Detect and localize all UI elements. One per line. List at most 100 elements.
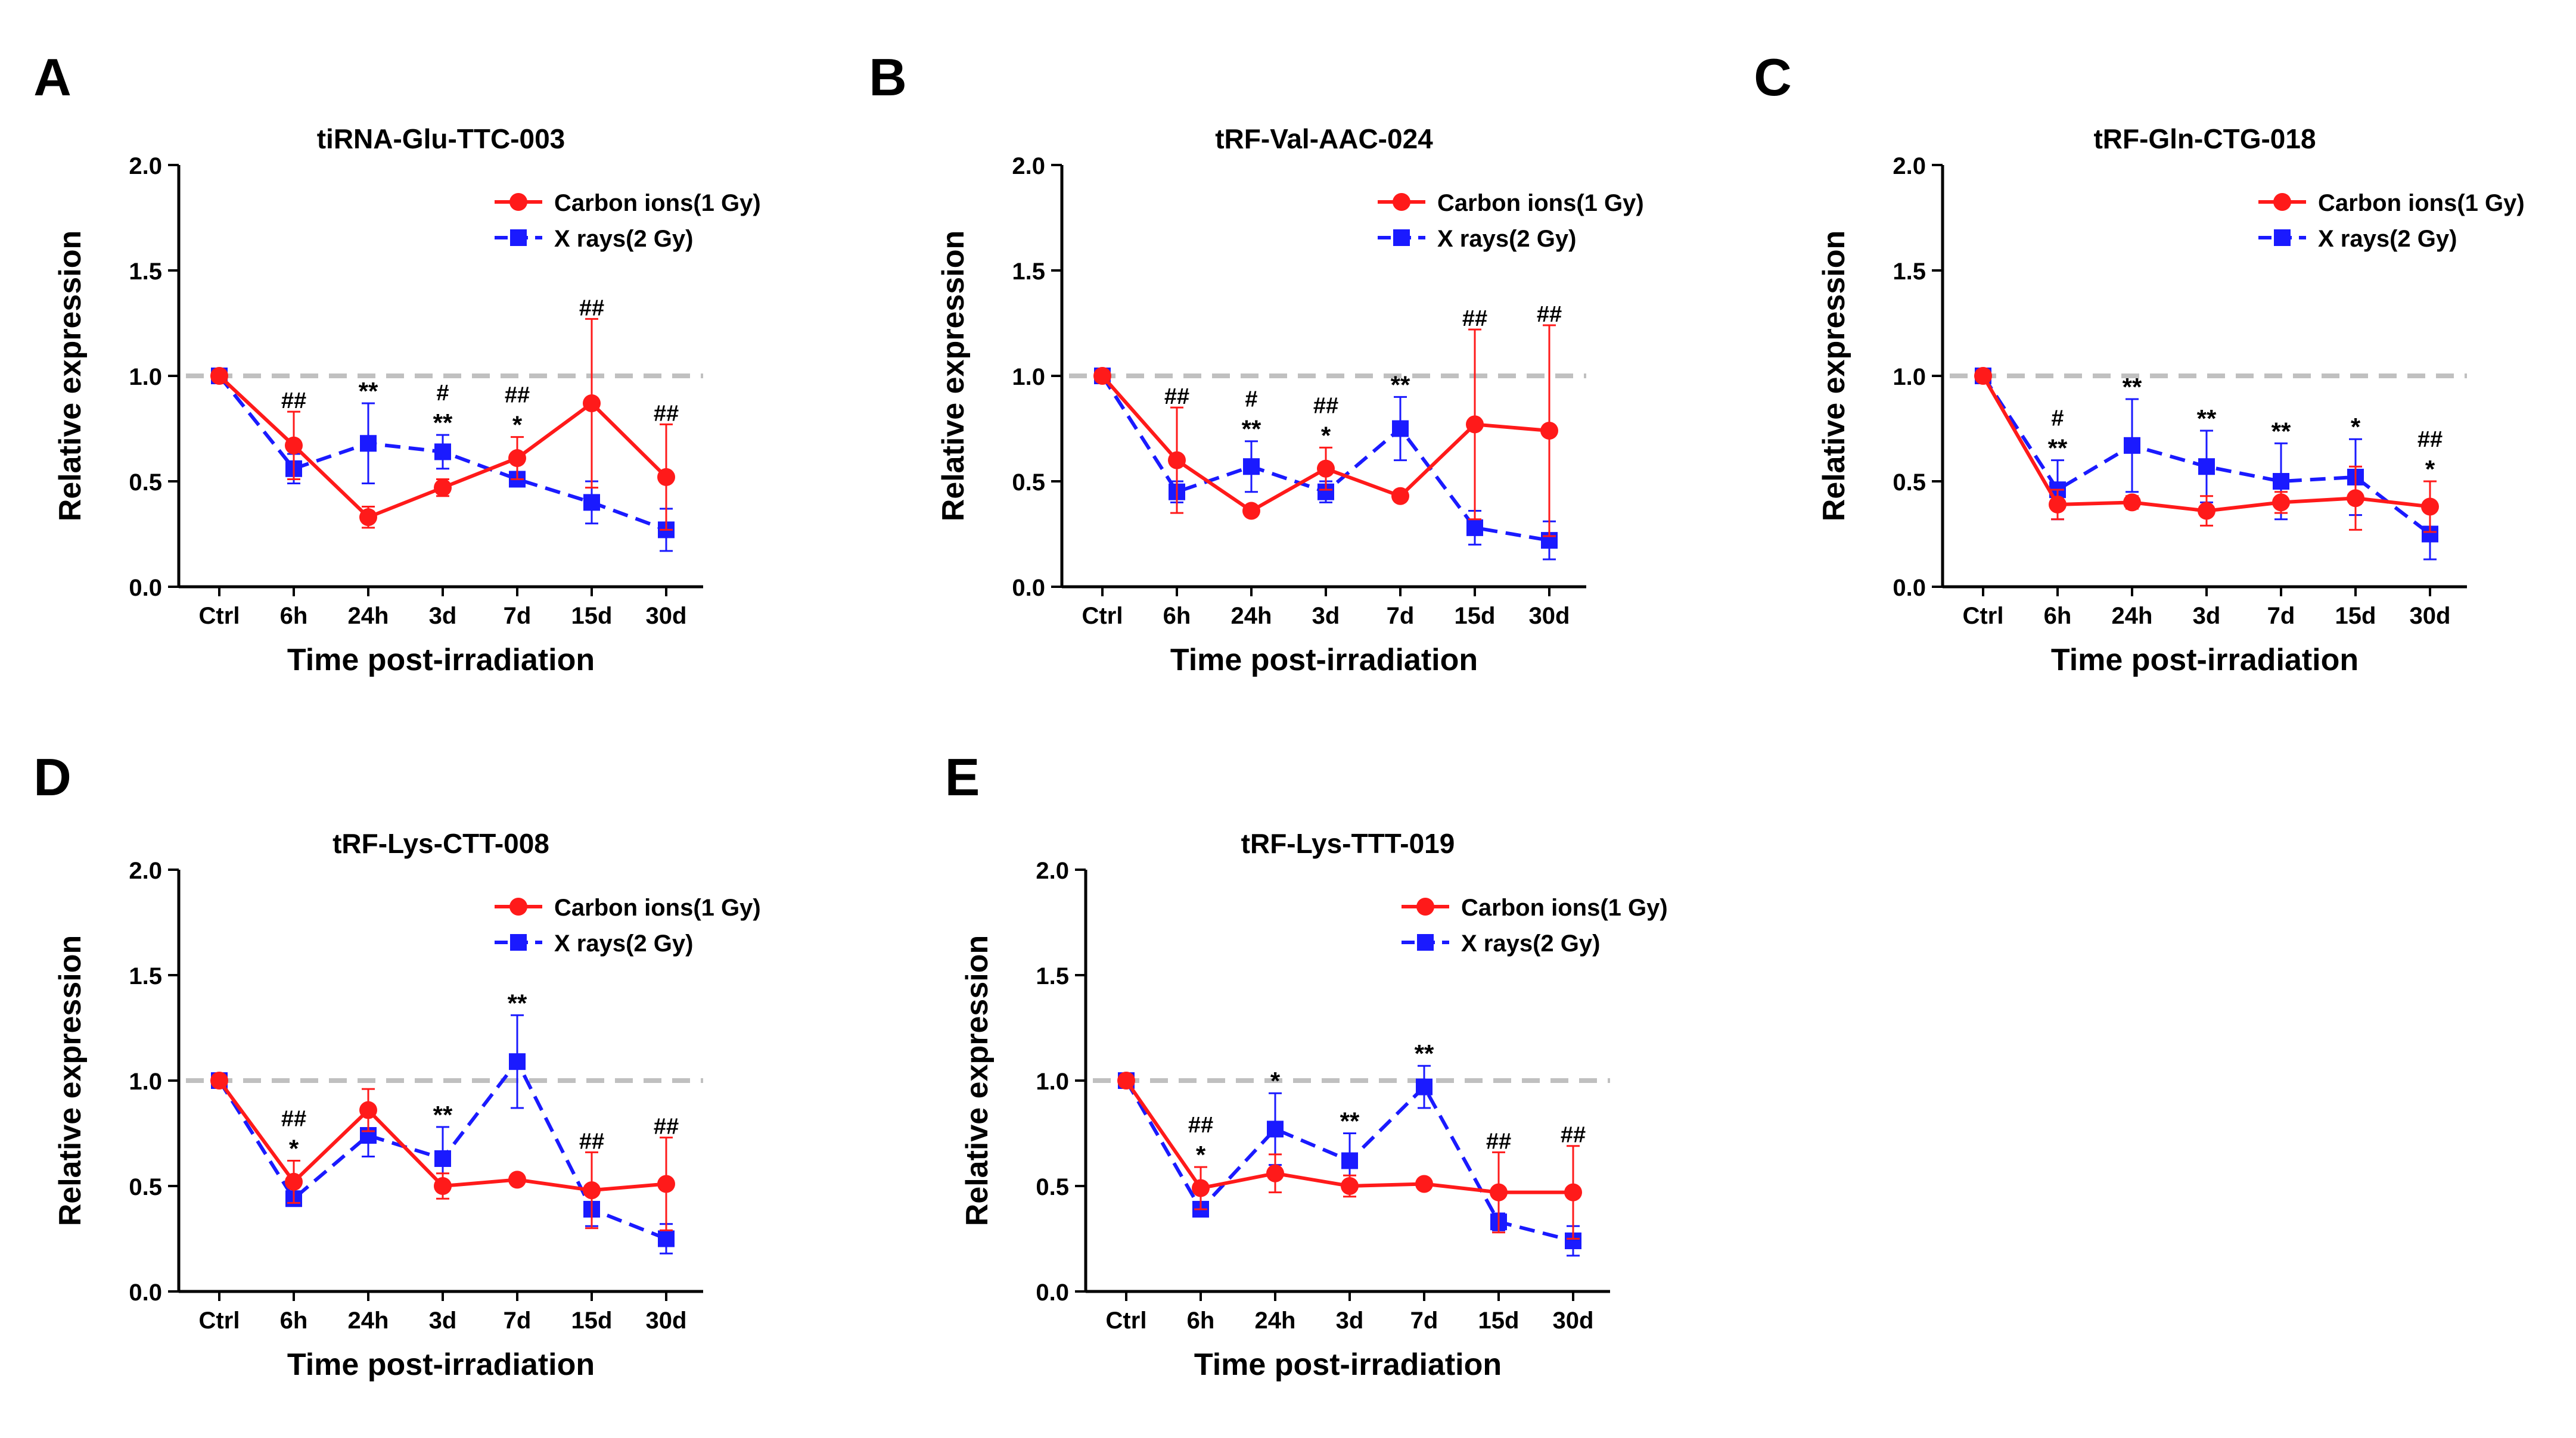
- x-tick-label: 7d: [504, 603, 532, 629]
- data-point-carbon: [1466, 415, 1484, 434]
- significance-mark: *: [1270, 1067, 1281, 1095]
- data-point-xray: [1341, 1152, 1358, 1169]
- x-tick-label: 15d: [2335, 603, 2376, 629]
- x-tick-label: 15d: [1455, 603, 1496, 629]
- x-tick-label: Ctrl: [1963, 603, 2004, 629]
- x-tick-label: 3d: [429, 1308, 457, 1334]
- y-tick-label: 2.0: [1893, 153, 1926, 179]
- y-tick-label: 1.5: [1036, 963, 1069, 989]
- legend-marker-xray: [510, 229, 527, 246]
- data-point-carbon: [1317, 459, 1335, 478]
- x-tick-label: 3d: [1336, 1308, 1364, 1334]
- x-tick-label: 30d: [1529, 603, 1570, 629]
- significance-mark: ##: [579, 1129, 604, 1154]
- data-point-carbon: [2272, 493, 2290, 512]
- significance-mark: **: [1242, 415, 1261, 443]
- x-axis-title: Time post-irradiation: [1194, 1347, 1502, 1382]
- series-xray: [1118, 1065, 1581, 1257]
- x-axis-title: Time post-irradiation: [287, 643, 595, 677]
- significance-mark: #: [1245, 387, 1257, 412]
- legend-marker-xray: [510, 934, 527, 951]
- series-xray: [211, 1014, 675, 1255]
- y-tick-label: 0.5: [1012, 469, 1045, 496]
- panel-label: A: [33, 48, 72, 107]
- data-point-carbon: [434, 478, 452, 497]
- data-point-xray: [360, 435, 377, 452]
- data-point-carbon: [657, 468, 675, 486]
- legend: Carbon ions(1 Gy) X rays(2 Gy): [495, 895, 761, 957]
- x-axis-title: Time post-irradiation: [1170, 643, 1478, 677]
- significance-mark: ##: [281, 388, 306, 413]
- legend: Carbon ions(1 Gy) X rays(2 Gy): [1378, 190, 1644, 252]
- data-point-carbon: [1490, 1183, 1508, 1202]
- significance-mark: **: [1340, 1107, 1360, 1135]
- significance-mark: *: [2351, 413, 2361, 441]
- legend-marker-xray: [2274, 229, 2291, 246]
- legend-marker-carbon: [509, 193, 527, 211]
- y-tick-label: 1.5: [1893, 259, 1926, 285]
- panel-label: D: [33, 748, 72, 807]
- x-axis-title: Time post-irradiation: [2051, 643, 2359, 677]
- significance-mark: ##: [654, 1115, 679, 1140]
- legend-label-carbon: Carbon ions(1 Gy): [1437, 190, 1644, 216]
- data-point-carbon: [1266, 1164, 1284, 1182]
- x-tick-label: 15d: [571, 603, 613, 629]
- significance-mark: #: [436, 381, 449, 406]
- y-tick-label: 2.0: [129, 858, 162, 884]
- x-tick-label: 24h: [348, 603, 389, 629]
- data-point-carbon: [657, 1175, 675, 1193]
- data-point-carbon: [1974, 367, 1992, 385]
- legend: Carbon ions(1 Gy) X rays(2 Gy): [2258, 190, 2525, 252]
- significance-mark: *: [512, 411, 523, 439]
- data-point-carbon: [583, 1181, 601, 1200]
- significance-mark: **: [1415, 1039, 1434, 1067]
- data-point-carbon: [2049, 495, 2067, 513]
- x-tick-label: 6h: [1163, 603, 1191, 629]
- y-axis-title: Relative expression: [53, 935, 88, 1226]
- y-tick-label: 0.5: [129, 1174, 162, 1200]
- significance-mark: **: [2272, 417, 2291, 445]
- significance-mark: *: [289, 1135, 299, 1163]
- data-point-carbon: [359, 508, 377, 527]
- data-point-carbon: [1540, 422, 1558, 440]
- y-axis-title: Relative expression: [936, 231, 971, 521]
- x-tick-label: 30d: [2410, 603, 2451, 629]
- x-tick-label: 6h: [2044, 603, 2072, 629]
- y-tick-label: 2.0: [1036, 858, 1069, 884]
- data-point-carbon: [285, 436, 303, 455]
- legend: Carbon ions(1 Gy) X rays(2 Gy): [495, 190, 761, 252]
- data-point-xray: [583, 494, 600, 511]
- y-tick-label: 0.5: [129, 469, 162, 496]
- legend-label-xray: X rays(2 Gy): [554, 930, 693, 957]
- significance-mark: **: [1391, 371, 1410, 399]
- data-point-carbon: [359, 1101, 377, 1119]
- panel-label: B: [869, 48, 907, 107]
- x-tick-label: 30d: [646, 603, 687, 629]
- series-xray: [1975, 368, 2438, 561]
- data-point-carbon: [1168, 451, 1186, 469]
- data-point-xray: [2124, 437, 2140, 454]
- data-point-carbon: [1117, 1072, 1135, 1090]
- significance-mark: **: [2048, 434, 2068, 462]
- legend: Carbon ions(1 Gy) X rays(2 Gy): [1402, 895, 1668, 957]
- x-tick-label: 3d: [429, 603, 457, 629]
- y-tick-label: 1.5: [1012, 259, 1045, 285]
- x-tick-label: 6h: [280, 603, 308, 629]
- data-point-xray: [1243, 458, 1260, 475]
- data-point-xray: [2198, 458, 2215, 475]
- data-point-xray: [2273, 473, 2289, 490]
- legend-marker-carbon: [509, 898, 527, 916]
- x-tick-label: 15d: [1478, 1308, 1520, 1334]
- chart-title: tRF-Gln-CTG-018: [2093, 123, 2316, 154]
- y-tick-label: 0.5: [1893, 469, 1926, 496]
- data-point-xray: [509, 1053, 526, 1070]
- x-tick-label: Ctrl: [1106, 1308, 1147, 1334]
- data-point-carbon: [210, 1072, 228, 1090]
- significance-mark: ##: [2417, 427, 2443, 452]
- significance-mark: **: [2197, 404, 2217, 432]
- data-point-xray: [658, 1230, 675, 1247]
- significance-mark: ##: [1188, 1113, 1213, 1138]
- x-tick-label: 6h: [1187, 1308, 1215, 1334]
- x-tick-label: Ctrl: [1082, 603, 1123, 629]
